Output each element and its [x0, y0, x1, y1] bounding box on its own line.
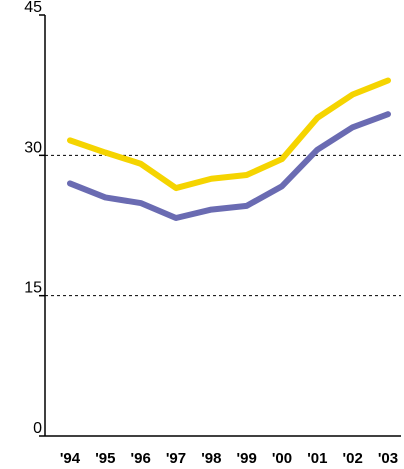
y-tick-label: 45 [24, 0, 42, 16]
x-tick-label: '95 [95, 450, 115, 467]
x-axis-ticks: '94 '95 '96 '97 '98 '99 '00 '01 '02 '03 [60, 450, 398, 467]
axes [44, 15, 401, 437]
x-tick-label: '96 [131, 450, 151, 467]
series-lines [67, 77, 391, 222]
x-tick-label: '01 [307, 450, 327, 467]
x-tick-label: '97 [166, 450, 186, 467]
series-line-1 [67, 77, 391, 192]
y-tick-label: 15 [24, 280, 42, 297]
y-tick-label: 0 [33, 420, 42, 437]
x-tick-label: '94 [60, 450, 81, 467]
x-tick-label: '00 [272, 450, 292, 467]
x-tick-label: '03 [378, 450, 398, 467]
x-tick-label: '02 [343, 450, 363, 467]
y-axis-ticks: 0 15 30 45 [24, 0, 45, 437]
series-line-2 [67, 111, 391, 222]
y-tick-label: 30 [24, 139, 42, 156]
gridlines [45, 154, 401, 297]
x-tick-label: '99 [237, 450, 257, 467]
x-tick-label: '98 [201, 450, 221, 467]
